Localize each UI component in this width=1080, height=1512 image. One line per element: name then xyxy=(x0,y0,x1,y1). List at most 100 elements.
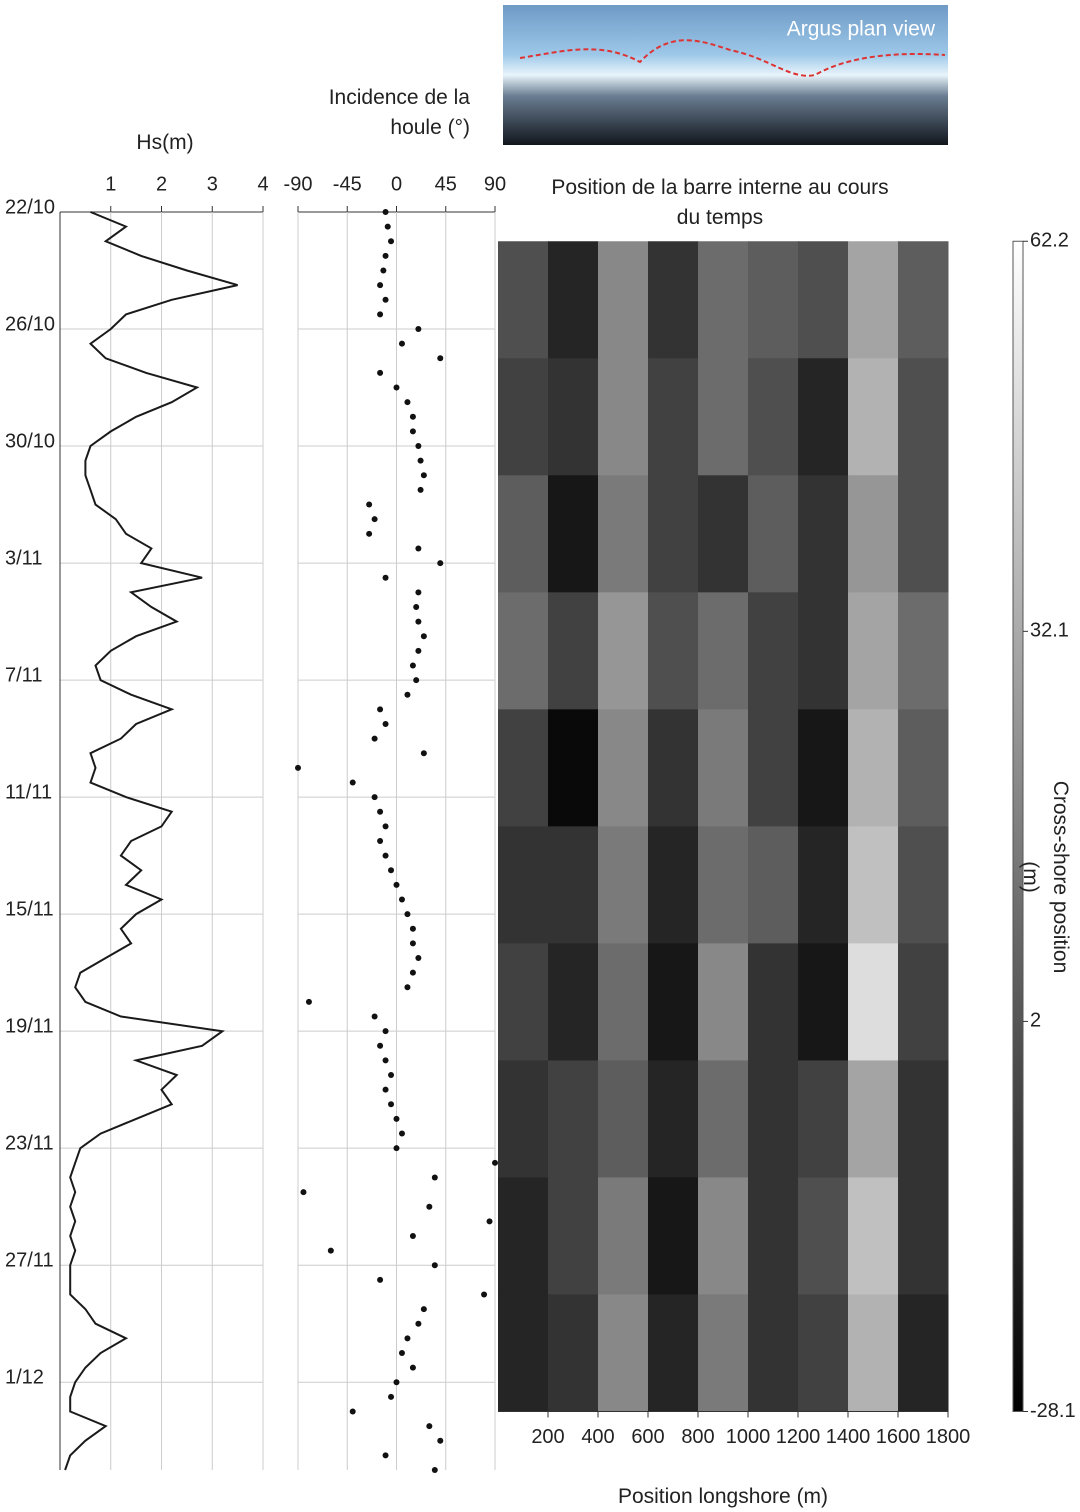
heatmap-cell xyxy=(648,709,699,827)
incidence-point xyxy=(420,633,427,640)
heatmap-cell xyxy=(548,358,599,476)
x-tick-label: 1600 xyxy=(876,1426,921,1448)
incidence-point xyxy=(486,1218,493,1225)
heatmap-cell xyxy=(848,592,899,710)
incidence-point xyxy=(431,1467,438,1473)
heatmap-cell xyxy=(498,358,549,476)
heatmap-cell xyxy=(498,709,549,827)
heatmap-cell xyxy=(648,1060,699,1178)
heatmap-cell xyxy=(548,475,599,593)
incidence-point xyxy=(377,1276,384,1283)
incidence-point xyxy=(420,472,427,479)
heatmap-cell xyxy=(498,241,549,359)
incidence-point xyxy=(393,881,400,888)
heatmap-cell xyxy=(598,943,649,1061)
heatmap-cell xyxy=(848,943,899,1061)
heatmap-cell xyxy=(698,358,749,476)
heatmap-cell xyxy=(548,1294,599,1412)
incidence-point xyxy=(413,603,420,610)
heatmap-cell xyxy=(698,1294,749,1412)
incidence-point xyxy=(409,1364,416,1371)
incidence-point xyxy=(437,560,444,567)
heatmap-cell xyxy=(598,709,649,827)
x-tick-label: 1800 xyxy=(926,1426,971,1448)
incidence-point xyxy=(388,1393,395,1400)
heatmap-cell xyxy=(798,475,849,593)
incidence-title: Incidence de la houle (°) xyxy=(328,86,470,139)
heatmap-cell xyxy=(498,1060,549,1178)
incidence-point xyxy=(481,1291,488,1298)
heatmap-cell xyxy=(748,943,799,1061)
heatmap-cell xyxy=(598,1294,649,1412)
incidence-point xyxy=(415,955,422,962)
incidence-point xyxy=(382,823,389,830)
heatmap-cell xyxy=(898,709,949,827)
colorbar-tick-label: 32.1 xyxy=(1030,620,1069,642)
incidence-point xyxy=(382,209,389,215)
incidence-point xyxy=(437,355,444,362)
heatmap-cell xyxy=(898,592,949,710)
x-tick-label: 1400 xyxy=(826,1426,871,1448)
incidence-point xyxy=(388,1101,395,1108)
incidence-point xyxy=(398,896,405,903)
heatmap-cell xyxy=(748,1294,799,1412)
incidence-point xyxy=(492,1159,498,1166)
colorbar-tick-label: 62.2 xyxy=(1030,230,1069,252)
incidence-point xyxy=(413,677,420,684)
time-tick-label: 27/11 xyxy=(5,1249,54,1271)
heatmap-cell xyxy=(598,475,649,593)
heatmap-cell xyxy=(898,1294,949,1412)
incidence-point xyxy=(377,311,384,318)
heatmap-cell xyxy=(648,475,699,593)
heatmap-cell xyxy=(598,241,649,359)
heatmap-cell xyxy=(498,1177,549,1295)
incidence-point xyxy=(388,1072,395,1079)
heatmap-cell xyxy=(648,241,699,359)
incidence-point xyxy=(426,1423,433,1430)
incidence-point xyxy=(393,384,400,391)
heatmap-title: Position de la barre interne au cours du… xyxy=(551,176,889,229)
heatmap-cell xyxy=(798,1294,849,1412)
hs-title: Hs(m) xyxy=(136,131,194,154)
incidence-point xyxy=(393,1145,400,1152)
incidence-point xyxy=(415,326,422,333)
incidence-point xyxy=(382,1086,389,1093)
incidence-point xyxy=(377,369,384,376)
incidence-point xyxy=(398,1130,405,1137)
heatmap-cell xyxy=(748,1060,799,1178)
heatmap-cell xyxy=(498,826,549,944)
heatmap-cell xyxy=(748,358,799,476)
incidence-point xyxy=(305,998,312,1005)
time-tick-label: 7/11 xyxy=(5,664,42,686)
heatmap-cell xyxy=(548,241,599,359)
incidence-point xyxy=(393,1115,400,1122)
incidence-point xyxy=(404,691,411,698)
heatmap-cell xyxy=(798,241,849,359)
heatmap-cell xyxy=(848,1294,899,1412)
time-tick-label: 19/11 xyxy=(5,1015,54,1037)
heatmap-cell xyxy=(898,1177,949,1295)
colorbar-tick-label: 2 xyxy=(1030,1010,1041,1032)
heatmap-cell xyxy=(648,592,699,710)
incidence-point xyxy=(371,516,378,523)
x-tick-label: 400 xyxy=(581,1426,614,1448)
heatmap-cell xyxy=(848,1177,899,1295)
heatmap-cell xyxy=(898,943,949,1061)
heatmap-cell xyxy=(798,943,849,1061)
heatmap-cell xyxy=(898,241,949,359)
incidence-point xyxy=(431,1262,438,1269)
incidence-point xyxy=(437,1437,444,1444)
heatmap-cell xyxy=(798,1060,849,1178)
heatmap-cell xyxy=(648,1177,699,1295)
incidence-point xyxy=(415,443,422,450)
heatmap-cell xyxy=(598,358,649,476)
incidence-point xyxy=(404,911,411,918)
incidence-point xyxy=(382,1452,389,1459)
heatmap-cell xyxy=(748,475,799,593)
incidence-point xyxy=(371,794,378,801)
time-tick-label: 3/11 xyxy=(5,547,42,569)
heatmap-cell xyxy=(648,1294,699,1412)
heatmap-cell xyxy=(548,1177,599,1295)
